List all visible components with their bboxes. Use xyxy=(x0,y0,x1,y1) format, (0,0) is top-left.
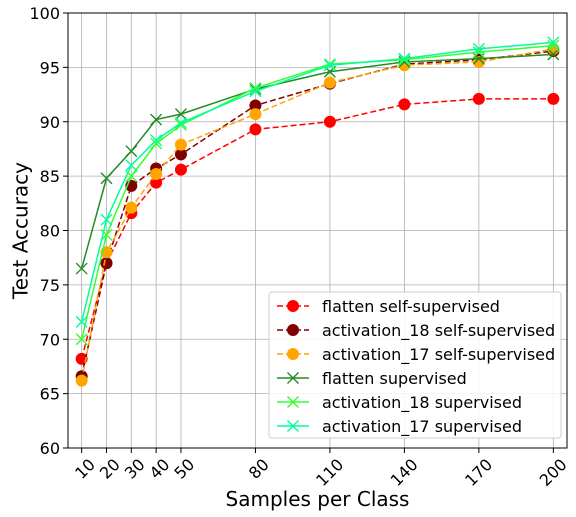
data-point xyxy=(249,82,262,95)
data-point xyxy=(75,333,88,346)
data-point xyxy=(150,137,163,150)
y-tick-label: 65 xyxy=(40,385,60,404)
data-point xyxy=(472,92,485,105)
data-point xyxy=(75,315,88,328)
legend-label: flatten self-supervised xyxy=(322,297,500,316)
data-point xyxy=(323,115,336,128)
legend-entry: activation_18 self-supervised xyxy=(277,321,555,341)
data-point xyxy=(100,172,113,185)
series-line xyxy=(80,41,554,323)
data-point xyxy=(547,36,560,49)
data-point xyxy=(249,108,262,121)
series-line xyxy=(80,53,554,269)
data-point xyxy=(398,98,411,111)
y-tick-label: 95 xyxy=(40,58,60,77)
y-tick-label: 85 xyxy=(40,167,60,186)
data-point xyxy=(150,167,163,180)
data-point xyxy=(75,374,88,387)
data-point xyxy=(125,159,138,172)
data-point xyxy=(249,85,262,98)
legend-label: activation_17 self-supervised xyxy=(322,345,555,365)
y-tick-label: 80 xyxy=(40,222,60,241)
series-5 xyxy=(75,36,560,328)
data-point xyxy=(100,213,113,226)
legend-marker xyxy=(287,324,299,336)
data-point xyxy=(174,163,187,176)
legend-marker xyxy=(287,396,299,408)
legend-entry: flatten supervised xyxy=(277,369,467,388)
data-point xyxy=(547,92,560,105)
data-point xyxy=(100,228,113,241)
data-point xyxy=(174,108,187,121)
data-point xyxy=(150,113,163,126)
legend-marker xyxy=(287,372,299,384)
data-point xyxy=(323,59,336,72)
data-point xyxy=(472,42,485,55)
data-point xyxy=(150,134,163,147)
y-axis-label: Test Accuracy xyxy=(9,162,33,300)
legend-entry: activation_18 supervised xyxy=(277,393,522,413)
legend-box xyxy=(268,291,562,439)
y-tick-label: 60 xyxy=(40,439,60,458)
data-point xyxy=(174,116,187,129)
series-line xyxy=(80,48,554,381)
data-point xyxy=(323,76,336,89)
data-point xyxy=(125,201,138,214)
data-point xyxy=(75,262,88,275)
data-point xyxy=(398,52,411,65)
x-axis-label: Samples per Class xyxy=(226,487,410,511)
data-point xyxy=(547,48,560,61)
data-point xyxy=(398,53,411,66)
legend-entry: activation_17 self-supervised xyxy=(277,345,555,365)
data-point xyxy=(174,138,187,151)
legend-entry: activation_17 supervised xyxy=(277,417,522,437)
legend-marker xyxy=(287,300,299,312)
y-tick-label: 90 xyxy=(40,113,60,132)
data-point xyxy=(125,145,138,158)
legend-label: activation_17 supervised xyxy=(322,417,522,437)
y-tick-label: 75 xyxy=(40,276,60,295)
y-axis-ticks: 60 65 70 75 80 85 90 95 100 xyxy=(29,4,68,458)
legend-marker xyxy=(287,348,299,360)
legend: flatten self-supervised activation_18 sel… xyxy=(268,291,562,439)
legend-label: activation_18 supervised xyxy=(322,393,522,413)
data-point xyxy=(100,257,113,270)
data-point xyxy=(249,123,262,136)
legend-label: flatten supervised xyxy=(322,369,467,388)
legend-marker xyxy=(287,420,299,432)
legend-entry: flatten self-supervised xyxy=(277,297,500,316)
series-layer xyxy=(75,36,560,387)
legend-label: activation_18 self-supervised xyxy=(322,321,555,341)
series-line xyxy=(80,98,554,360)
y-tick-label: 70 xyxy=(40,330,60,349)
data-point xyxy=(323,58,336,71)
y-tick-label: 100 xyxy=(29,4,60,23)
